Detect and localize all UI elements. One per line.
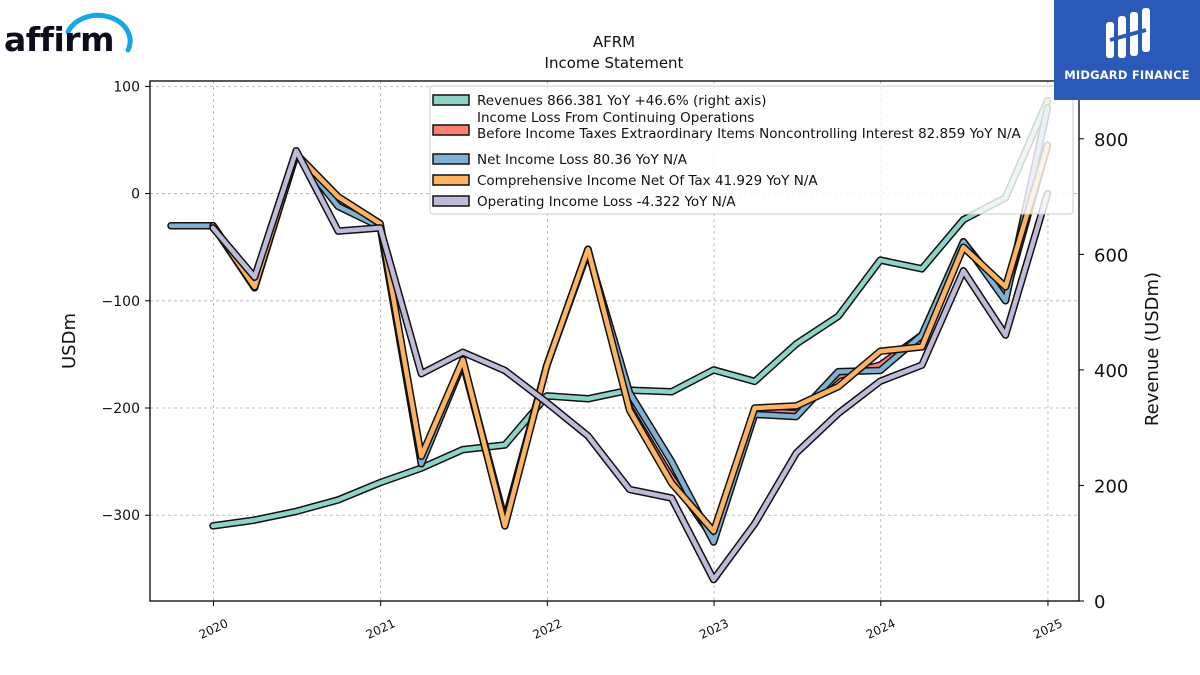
x-tick-label: 2023 bbox=[697, 616, 731, 642]
x-tick-label: 2020 bbox=[197, 616, 231, 642]
y-right-tick-label: 600 bbox=[1094, 245, 1128, 266]
series-line bbox=[210, 148, 1050, 582]
y-left-tick-label: 100 bbox=[113, 79, 140, 95]
legend-label-line: Revenues 866.381 YoY +46.6% (right axis) bbox=[477, 93, 767, 109]
legend-label-line: Income Loss From Continuing Operations bbox=[477, 110, 754, 126]
chart-subtitle: Income Statement bbox=[545, 54, 684, 72]
legend-label: Income Loss From Continuing Operations Be… bbox=[477, 110, 1021, 142]
affirm-logo: affirm bbox=[4, 6, 134, 59]
legend-label-line: Comprehensive Income Net Of Tax 41.929 Y… bbox=[477, 173, 818, 189]
legend: Revenues 866.381 YoY +46.6% (right axis)… bbox=[429, 85, 1074, 215]
x-tick-label: 2022 bbox=[531, 616, 565, 642]
legend-swatch bbox=[432, 124, 470, 136]
midgard-emblem-icon bbox=[1106, 8, 1150, 58]
y-left-tick-label: −100 bbox=[102, 294, 140, 310]
x-tick-label: 2025 bbox=[1031, 616, 1065, 642]
y-right-tick-label: 800 bbox=[1094, 130, 1128, 151]
legend-box bbox=[429, 85, 1074, 215]
axes: 2020 2021 2022 2023 2024 2025 100 0 −100 −200 −300… bbox=[59, 79, 1163, 641]
affirm-logo-text: affirm bbox=[4, 20, 114, 59]
legend-swatch bbox=[432, 153, 470, 165]
y-right-axis-label: Revenue (USDm) bbox=[1142, 272, 1163, 426]
legend-swatch bbox=[432, 94, 470, 106]
y-axis-label: USDm bbox=[59, 313, 80, 369]
midgard-finance-logo-text: MIDGARD FINANCE bbox=[1064, 68, 1190, 82]
chart-title: AFRM bbox=[593, 33, 635, 51]
series-lines bbox=[167, 96, 1052, 584]
legend-label-line: Before Income Taxes Extraordinary Items … bbox=[477, 126, 1021, 142]
legend-swatch bbox=[432, 195, 470, 207]
affirm-arc-icon bbox=[65, 12, 133, 53]
midgard-finance-logo: MIDGARD FINANCE bbox=[1054, 0, 1200, 100]
x-tick-label: 2024 bbox=[864, 616, 898, 642]
y-left-tick-label: −300 bbox=[102, 508, 140, 524]
legend-swatch bbox=[432, 174, 470, 186]
series-line bbox=[210, 143, 1050, 534]
legend-label: Operating Income Loss -4.322 YoY N/A bbox=[477, 194, 736, 210]
legend-label: Net Income Loss 80.36 YoY N/A bbox=[477, 152, 688, 168]
x-tick-label: 2021 bbox=[364, 616, 398, 642]
y-right-tick-label: 200 bbox=[1094, 476, 1128, 497]
y-left-tick-label: 0 bbox=[131, 187, 140, 203]
legend-label-line: Net Income Loss 80.36 YoY N/A bbox=[477, 152, 688, 168]
y-right-tick-label: 400 bbox=[1094, 361, 1128, 382]
legend-label-line: Operating Income Loss -4.322 YoY N/A bbox=[477, 194, 736, 210]
y-left-tick-label: −200 bbox=[102, 401, 140, 417]
plot-frame bbox=[149, 80, 1080, 602]
y-right-tick-label: 0 bbox=[1094, 592, 1105, 613]
legend-label: Revenues 866.381 YoY +46.6% (right axis) bbox=[477, 93, 767, 109]
legend-label: Comprehensive Income Net Of Tax 41.929 Y… bbox=[477, 173, 818, 189]
